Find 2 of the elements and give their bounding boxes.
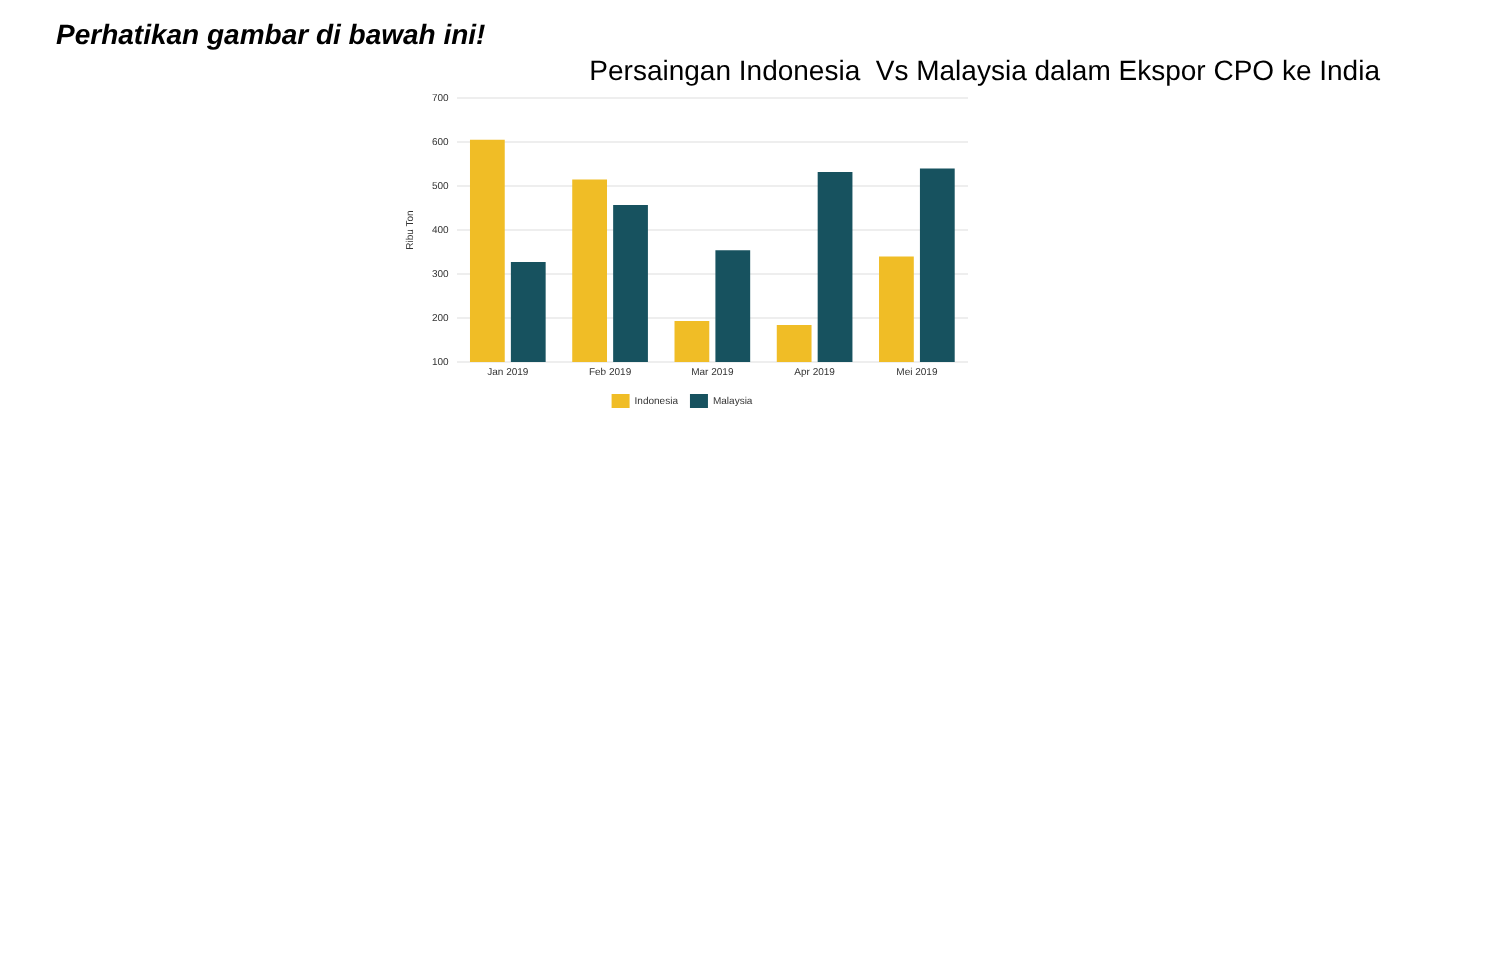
chart-title: Persaingan Indonesia Vs Malaysia dalam Ekspor CPO ke India	[587, 54, 1380, 86]
text: Perhatikan gambar di bawah ini!	[56, 18, 486, 50]
